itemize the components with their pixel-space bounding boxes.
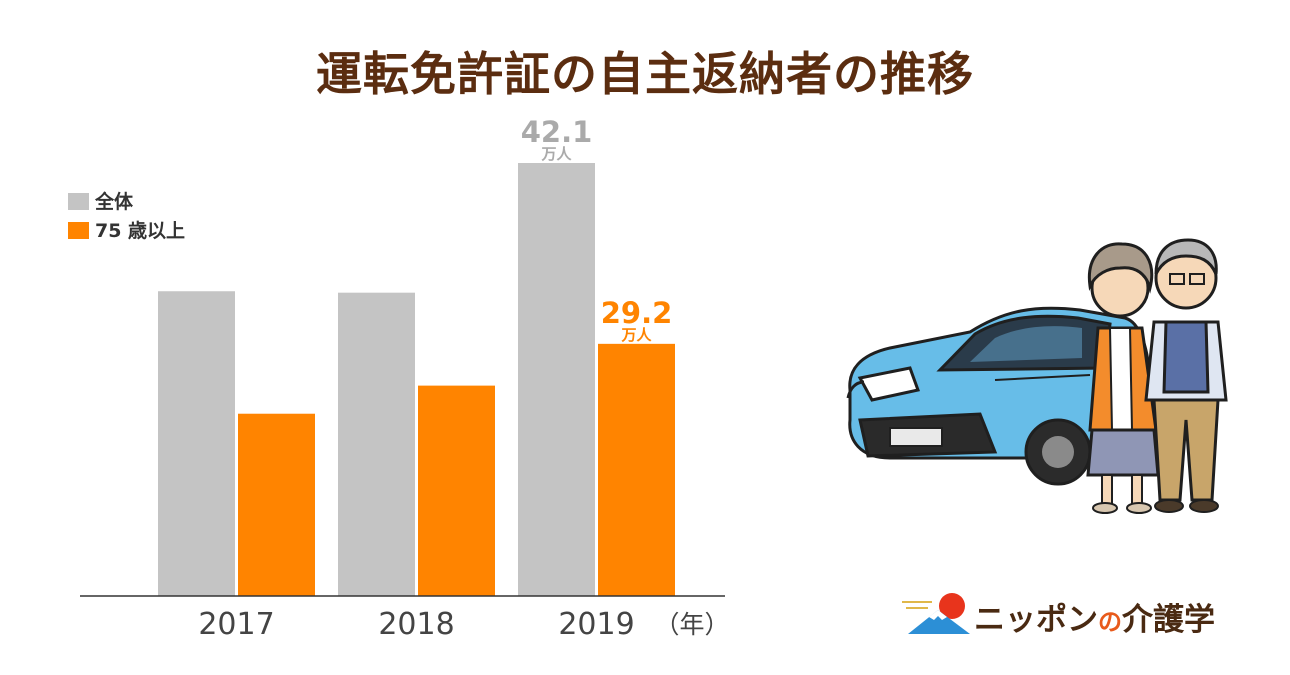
- bar-elderly-2017: [238, 413, 315, 596]
- mount-fuji-sun-icon: [902, 593, 970, 634]
- value-unit-label: 万人: [540, 145, 572, 163]
- elderly-woman-icon: [1086, 242, 1160, 514]
- bar-elderly-2018: [418, 385, 495, 596]
- bar-elderly-2019: [598, 343, 675, 596]
- legend-swatch: [68, 193, 89, 210]
- legend-label: 全体: [94, 190, 134, 213]
- site-logo: ニッポンの介護学: [898, 588, 1258, 642]
- seniors-car-illustration: [846, 238, 1228, 514]
- x-tick-label: 2018: [378, 607, 454, 642]
- compact-car-icon: [846, 306, 1152, 486]
- x-axis-ticks: 2017 2018 2019: [198, 607, 634, 642]
- x-axis-unit: （年）: [655, 610, 730, 639]
- legend-label: 75 歳以上: [95, 220, 185, 242]
- logo-text: ニッポンの介護学: [974, 602, 1215, 638]
- bar-total-2017: [158, 291, 235, 596]
- value-unit-label: 万人: [620, 326, 652, 344]
- chart-title: 運転免許証の自主返納者の推移: [316, 47, 974, 101]
- legend: 全体 75 歳以上: [68, 190, 185, 242]
- bar-total-2019: [518, 163, 595, 596]
- value-label-total: 42.1: [521, 115, 593, 149]
- x-tick-label: 2019: [558, 607, 634, 642]
- bars-layer: [158, 163, 675, 596]
- bar-total-2018: [338, 292, 415, 596]
- elderly-man-icon: [1144, 238, 1228, 513]
- x-tick-label: 2017: [198, 607, 274, 642]
- value-label-elderly: 29.2: [601, 296, 673, 330]
- legend-swatch: [68, 222, 89, 239]
